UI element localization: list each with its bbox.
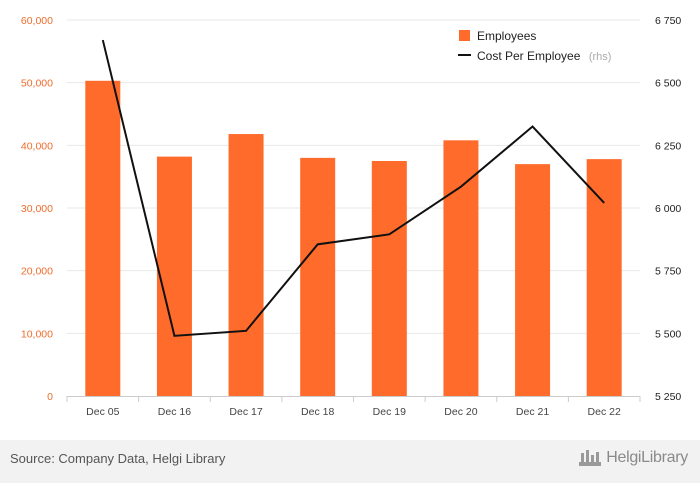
y-right-tick-label: 5 250 — [655, 391, 681, 403]
x-tick-label: Dec 17 — [229, 406, 262, 418]
employees-bar — [228, 134, 264, 396]
employees-bar — [85, 80, 121, 396]
legend-rhs-suffix: (rhs) — [589, 51, 612, 63]
y-right-tick-label: 6 000 — [655, 203, 681, 215]
employees-bar — [443, 140, 479, 396]
x-tick-label: Dec 20 — [444, 406, 477, 418]
cost-per-employee-line — [101, 39, 605, 337]
helgi-library-logo-icon — [579, 450, 602, 466]
legend: Employees Cost Per Employee (rhs) — [458, 29, 611, 64]
brand-name: HelgiLibrary — [606, 449, 688, 466]
employees-bar — [371, 161, 407, 396]
source-note: Source: Company Data, Helgi Library — [10, 451, 226, 466]
brand-logo: HelgiLibrary — [578, 449, 688, 467]
axes: 0 10,000 20,000 30,000 40,000 50,000 60,000 5 2… — [21, 15, 682, 418]
y-right-tick-label: 6 750 — [655, 15, 681, 27]
y-right-tick-label: 6 500 — [655, 78, 681, 90]
chart: 0 10,000 20,000 30,000 40,000 50,000 60,000 5 2… — [21, 15, 682, 418]
cost-per-employee-line-group — [101, 39, 605, 337]
employees-bar — [586, 159, 622, 396]
x-tick-label: Dec 18 — [301, 406, 334, 418]
legend-label-cost-per-employee: Cost Per Employee (rhs) — [477, 47, 611, 64]
y-right-tick-label: 6 250 — [655, 140, 681, 152]
legend-swatch-employees — [459, 30, 470, 41]
y-left-tick-label: 10,000 — [21, 328, 53, 340]
gridlines — [67, 19, 640, 334]
y-right-tick-label: 5 750 — [655, 266, 681, 278]
x-tick-label: Dec 22 — [588, 406, 621, 418]
legend-label-employees: Employees — [477, 29, 536, 43]
employees-bar — [156, 156, 192, 396]
x-tick-label: Dec 19 — [373, 406, 406, 418]
y-left-tick-label: 60,000 — [21, 15, 53, 27]
y-left-tick-label: 50,000 — [21, 78, 53, 90]
y-left-tick-label: 0 — [47, 391, 53, 403]
footer: Source: Company Data, Helgi Library Helg… — [0, 440, 700, 483]
y-right-tick-label: 5 500 — [655, 328, 681, 340]
y-left-tick-label: 40,000 — [21, 140, 53, 152]
y-left-tick-label: 20,000 — [21, 266, 53, 278]
x-tick-label: Dec 21 — [516, 406, 549, 418]
y-left-tick-label: 30,000 — [21, 203, 53, 215]
legend-cost-name: Cost Per Employee — [477, 49, 581, 63]
x-tick-label: Dec 05 — [86, 406, 119, 418]
employees-bar — [300, 157, 336, 396]
x-tick-label: Dec 16 — [158, 406, 191, 418]
employees-bars — [85, 80, 622, 396]
employees-bar — [515, 164, 551, 396]
